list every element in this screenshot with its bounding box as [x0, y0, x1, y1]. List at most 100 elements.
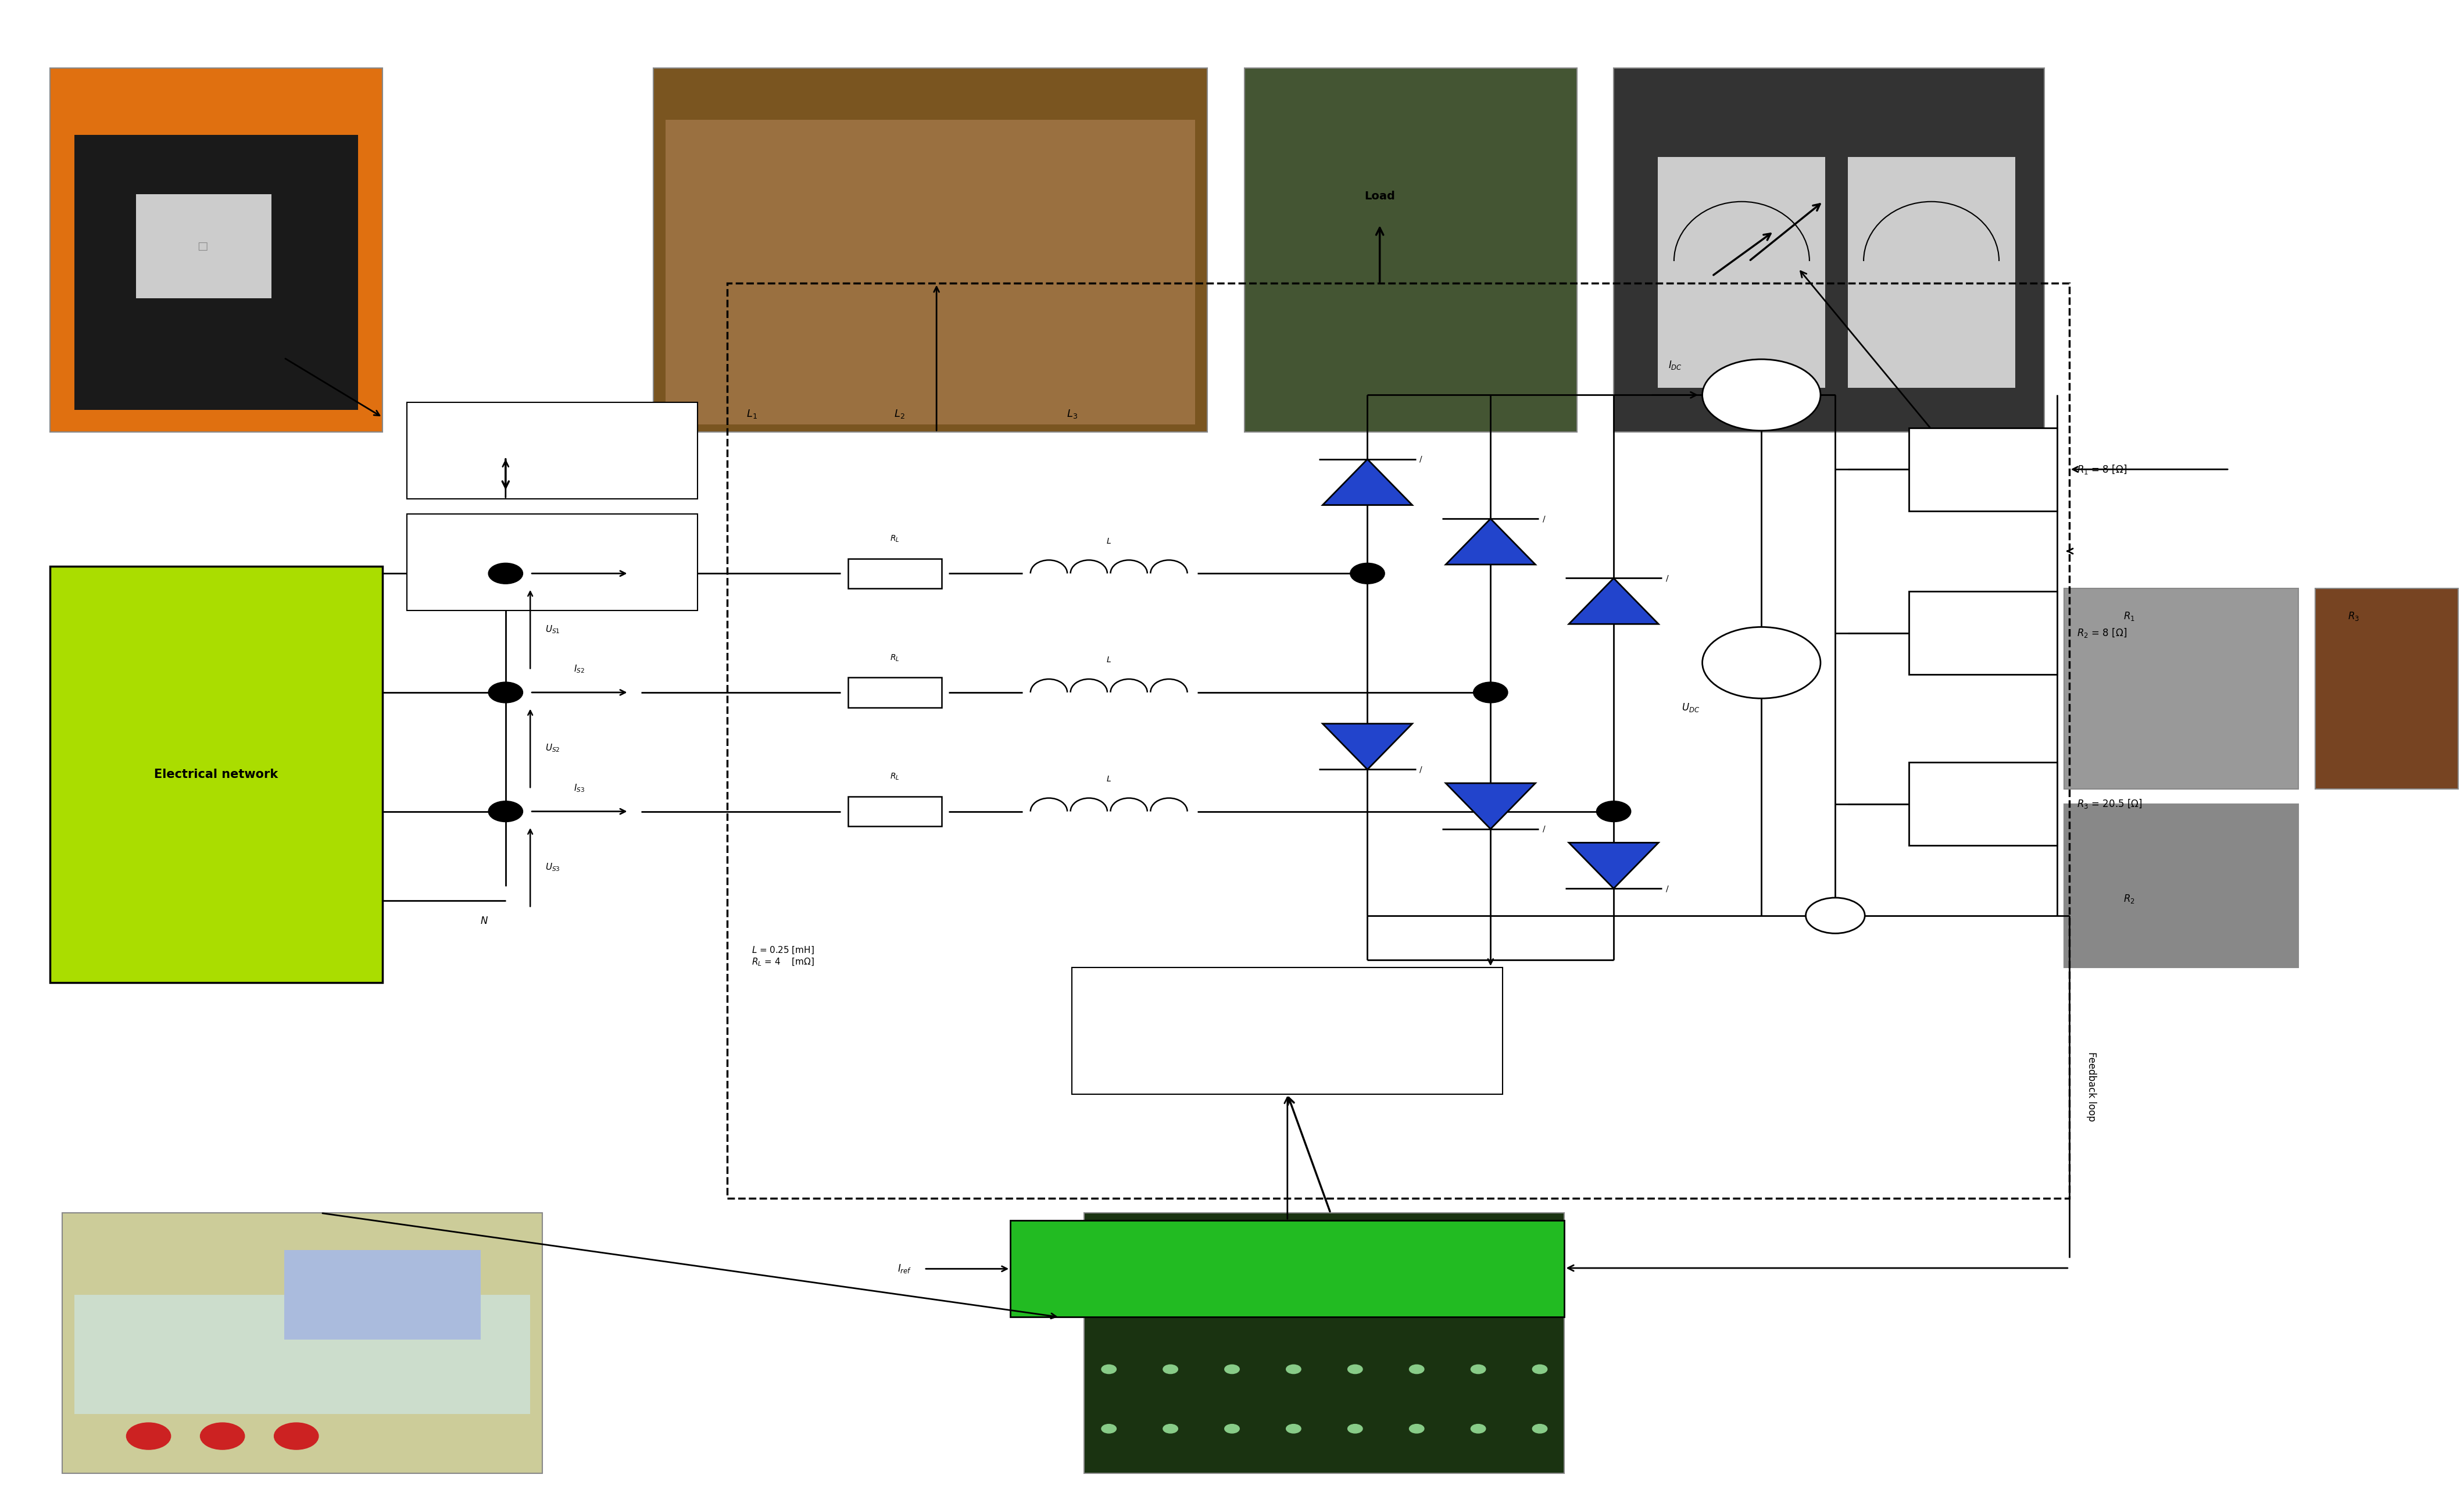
Polygon shape — [1570, 578, 1658, 624]
FancyBboxPatch shape — [1084, 1214, 1565, 1473]
Circle shape — [1225, 1365, 1239, 1374]
Circle shape — [1163, 1425, 1178, 1432]
Circle shape — [1703, 359, 1821, 430]
Circle shape — [1163, 1306, 1178, 1315]
Circle shape — [488, 682, 522, 703]
Text: $R_L$: $R_L$ — [890, 654, 899, 663]
Text: $I_{ref}$: $I_{ref}$ — [897, 1263, 912, 1275]
Bar — [848, 797, 941, 826]
Circle shape — [1409, 1425, 1424, 1432]
FancyBboxPatch shape — [665, 119, 1195, 424]
Circle shape — [1409, 1306, 1424, 1315]
Circle shape — [1409, 1365, 1424, 1374]
FancyBboxPatch shape — [62, 1214, 542, 1473]
Circle shape — [1703, 627, 1821, 698]
Text: $I_{S2}$: $I_{S2}$ — [574, 664, 584, 675]
Bar — [1910, 427, 2057, 511]
FancyBboxPatch shape — [49, 67, 382, 432]
Circle shape — [1597, 801, 1631, 822]
FancyBboxPatch shape — [1848, 156, 2016, 387]
Text: $I_{S1}$: $I_{S1}$ — [574, 545, 584, 555]
Text: $/$: $/$ — [1419, 765, 1424, 774]
Text: Analogue PI controller: Analogue PI controller — [1222, 1264, 1353, 1275]
Circle shape — [1101, 1306, 1116, 1315]
Polygon shape — [1446, 518, 1535, 564]
FancyBboxPatch shape — [1244, 67, 1577, 432]
Circle shape — [1348, 1306, 1363, 1315]
FancyBboxPatch shape — [74, 1295, 530, 1415]
Text: $U_{S2}$: $U_{S2}$ — [545, 743, 559, 753]
Circle shape — [1473, 682, 1508, 703]
Text: Feedback loop: Feedback loop — [2087, 1051, 2097, 1121]
Bar — [727, 283, 2070, 1199]
Text: $L$ = 0.25 [mH]
$R_L$ = 4    [m$\Omega$]: $L$ = 0.25 [mH] $R_L$ = 4 [m$\Omega$] — [752, 946, 816, 968]
Text: $R_3$: $R_3$ — [2348, 610, 2358, 622]
Text: V: V — [1757, 658, 1764, 669]
Circle shape — [1286, 1425, 1301, 1432]
FancyBboxPatch shape — [1072, 968, 1503, 1094]
Text: $R_1$ = 8 [$\Omega$]: $R_1$ = 8 [$\Omega$] — [2077, 463, 2126, 475]
Circle shape — [1533, 1425, 1547, 1432]
Circle shape — [1471, 1425, 1486, 1432]
Bar — [848, 677, 941, 707]
Text: $R_L$: $R_L$ — [890, 773, 899, 782]
FancyBboxPatch shape — [2316, 588, 2459, 789]
Text: $/$: $/$ — [1666, 573, 1668, 582]
Text: Load: Load — [1365, 191, 1395, 201]
FancyBboxPatch shape — [407, 514, 697, 610]
Text: $I_{S3}$: $I_{S3}$ — [574, 783, 584, 794]
Text: $R_2$: $R_2$ — [2124, 893, 2134, 905]
Text: $L_3$: $L_3$ — [1067, 408, 1077, 420]
Circle shape — [1533, 1306, 1547, 1315]
Circle shape — [126, 1423, 170, 1449]
FancyBboxPatch shape — [653, 67, 1207, 432]
Text: $I_{DC}$: $I_{DC}$ — [1668, 359, 1683, 371]
FancyBboxPatch shape — [1658, 156, 1826, 387]
FancyBboxPatch shape — [283, 1251, 480, 1340]
Text: $/$: $/$ — [1542, 514, 1545, 523]
Text: $L$: $L$ — [1106, 776, 1111, 783]
Polygon shape — [1323, 459, 1412, 505]
Text: $/$: $/$ — [1542, 825, 1545, 834]
Circle shape — [1286, 1365, 1301, 1374]
Bar — [1910, 591, 2057, 675]
FancyBboxPatch shape — [2065, 804, 2299, 968]
Circle shape — [200, 1423, 244, 1449]
Polygon shape — [1323, 724, 1412, 770]
Text: $U_{S3}$: $U_{S3}$ — [545, 862, 559, 873]
Text: $/$: $/$ — [1419, 454, 1424, 463]
Circle shape — [488, 563, 522, 584]
FancyBboxPatch shape — [2065, 588, 2299, 789]
Text: Pulse generator
$\theta_{(Firing\ angle)}$ [°]: Pulse generator $\theta_{(Firing\ angle)… — [1249, 1017, 1326, 1044]
Text: $P_{S1}$, $P_{S2}$, $P_{S3}$
$Q_{S1}$, $Q_{S2}$, $Q_{S3}$: $P_{S1}$, $P_{S2}$, $P_{S3}$ $Q_{S1}$, $… — [525, 551, 582, 573]
Circle shape — [274, 1423, 318, 1449]
Circle shape — [1225, 1425, 1239, 1432]
Text: $U_{S1}$: $U_{S1}$ — [545, 624, 559, 634]
Text: $/$: $/$ — [1666, 884, 1668, 893]
Circle shape — [1533, 1365, 1547, 1374]
FancyBboxPatch shape — [1010, 1221, 1565, 1318]
Circle shape — [1471, 1306, 1486, 1315]
FancyBboxPatch shape — [74, 134, 357, 409]
Text: □: □ — [197, 241, 207, 252]
Text: Electrical network: Electrical network — [155, 768, 278, 780]
Text: A: A — [1757, 390, 1764, 401]
Polygon shape — [1446, 783, 1535, 829]
Text: $U_{DC}$: $U_{DC}$ — [1683, 701, 1700, 713]
Circle shape — [1348, 1425, 1363, 1432]
FancyBboxPatch shape — [49, 566, 382, 983]
Circle shape — [1286, 1306, 1301, 1315]
Circle shape — [1471, 1365, 1486, 1374]
Circle shape — [1101, 1425, 1116, 1432]
Bar — [848, 558, 941, 588]
Text: $R_1$: $R_1$ — [2124, 610, 2134, 622]
Text: PCC: PCC — [468, 466, 493, 476]
FancyBboxPatch shape — [136, 194, 271, 298]
Text: Measurements
PQ-Box 200: Measurements PQ-Box 200 — [517, 439, 589, 462]
Text: $R_2$ = 8 [$\Omega$]: $R_2$ = 8 [$\Omega$] — [2077, 627, 2126, 639]
Polygon shape — [1570, 843, 1658, 889]
Circle shape — [1348, 1365, 1363, 1374]
Circle shape — [1225, 1306, 1239, 1315]
FancyBboxPatch shape — [1614, 67, 2045, 432]
Circle shape — [1806, 898, 1865, 934]
